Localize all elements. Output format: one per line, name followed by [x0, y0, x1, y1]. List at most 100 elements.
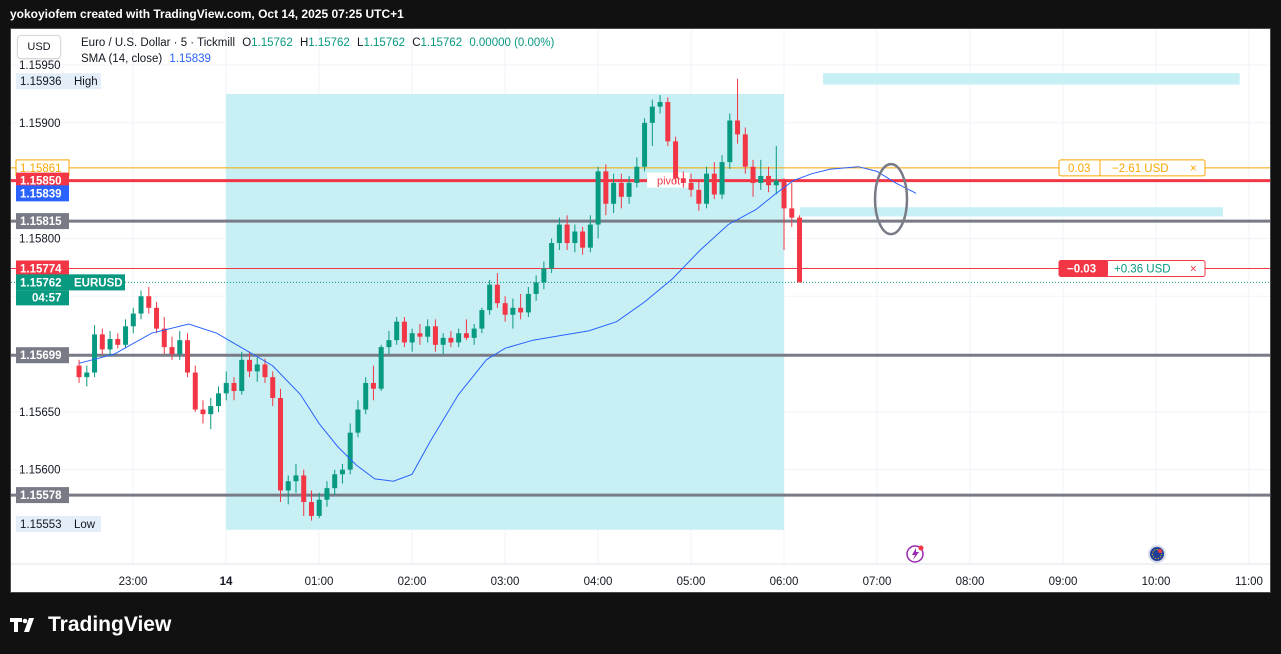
candle: [76, 359, 82, 383]
countdown-text: 04:57: [32, 292, 61, 304]
x-tick-label: 09:00: [1049, 576, 1078, 588]
candle-body: [246, 359, 252, 372]
candle: [448, 330, 454, 348]
y-tick-label: 1.15950: [19, 60, 61, 72]
sma-legend-label[interactable]: SMA (14, close): [81, 53, 163, 65]
candle: [192, 365, 198, 412]
tag-text: High: [74, 76, 98, 88]
y-tick-label: 1.15650: [19, 407, 61, 419]
candle: [223, 371, 229, 401]
price-label-bg: [16, 487, 69, 504]
candle-body: [711, 173, 717, 195]
position-box-frame: [1058, 159, 1206, 177]
candle: [711, 162, 717, 200]
candle: [185, 333, 191, 378]
candle: [704, 166, 710, 209]
candle: [665, 97, 671, 146]
price-label-text: 1.15578: [20, 490, 62, 502]
candle-body: [99, 334, 105, 350]
candles: [76, 78, 803, 521]
x-tick-label: 07:00: [863, 576, 892, 588]
tradingview-footer: TradingView: [10, 610, 171, 640]
price-label-text: 1.15850: [20, 176, 62, 188]
candle: [541, 261, 547, 290]
candle-body: [347, 432, 353, 470]
candle-body: [750, 166, 756, 183]
candle: [688, 173, 694, 197]
candle: [293, 463, 299, 493]
x-tick-label: 10:00: [1142, 576, 1171, 588]
candle: [169, 336, 175, 360]
candle: [378, 344, 384, 392]
candle-body: [440, 337, 446, 345]
candle-body: [719, 162, 725, 195]
candle: [750, 159, 756, 197]
candle: [773, 145, 779, 195]
candle-body: [277, 397, 283, 491]
candle-body: [84, 372, 90, 378]
price-label-text: 1.15861: [20, 163, 62, 175]
candle: [510, 298, 516, 329]
candle: [479, 307, 485, 334]
candle-body: [324, 488, 330, 500]
candle: [386, 330, 392, 355]
countdown-bg: [16, 290, 69, 306]
candle-body: [76, 365, 82, 378]
price-chart[interactable]: pivot 0.03 −2.61 USD × −0.03 +0.36 USD × 1.1595…: [11, 29, 1270, 592]
eu-flag-stars: [1152, 549, 1162, 559]
eu-flag-icon: [1148, 545, 1166, 563]
candle: [107, 330, 113, 357]
candle: [502, 296, 508, 322]
candle-body: [386, 340, 392, 348]
price-label-bg: [16, 274, 69, 291]
candle: [742, 127, 748, 174]
candle: [580, 226, 586, 255]
candle-body: [378, 347, 384, 389]
candle-body: [525, 293, 531, 313]
candle: [254, 357, 260, 382]
candle-body: [580, 231, 586, 248]
symbol-description[interactable]: Euro / U.S. Dollar · 5 · Tickmill: [81, 37, 235, 49]
candle-body: [223, 382, 229, 394]
candle-body: [262, 364, 268, 378]
candle: [130, 307, 136, 334]
candle-body: [572, 231, 578, 244]
candle: [347, 423, 353, 475]
gray-line-1-label: 1.15815: [16, 213, 69, 230]
candle-body: [448, 337, 454, 343]
x-tick-label: 11:00: [1235, 576, 1263, 588]
candle: [696, 180, 702, 211]
chart-frame[interactable]: pivot 0.03 −2.61 USD × −0.03 +0.36 USD × 1.1595…: [10, 28, 1271, 593]
candle: [432, 319, 438, 352]
candle: [208, 397, 214, 430]
symbol-tag-bg2: [69, 274, 125, 291]
candle: [154, 302, 160, 334]
close-value: 1.15762: [420, 37, 463, 49]
candle-body: [618, 182, 624, 197]
candle: [316, 492, 322, 519]
candle-body: [773, 180, 779, 186]
candle: [611, 173, 617, 213]
candle-body: [735, 120, 741, 135]
candle-body: [789, 208, 795, 218]
price-label-bg: [16, 213, 69, 230]
candle: [657, 95, 663, 114]
x-tick-label: 03:00: [491, 576, 520, 588]
candle: [332, 469, 338, 496]
candle-body: [169, 347, 175, 355]
currency-button[interactable]: USD: [17, 35, 61, 59]
upper-zone: [823, 73, 1240, 85]
price-label-bg: [16, 516, 69, 532]
candle: [673, 136, 679, 183]
price-label-text: 1.15774: [20, 263, 62, 275]
sma-legend-value: 1.15839: [169, 53, 211, 65]
candle-body: [587, 224, 593, 248]
candle-body: [231, 382, 237, 392]
candle: [84, 365, 90, 387]
candle-body: [185, 340, 191, 373]
candle-body: [463, 333, 469, 338]
candle: [270, 371, 276, 407]
candle: [626, 175, 632, 204]
candle: [200, 400, 206, 424]
candle-body: [123, 326, 129, 345]
